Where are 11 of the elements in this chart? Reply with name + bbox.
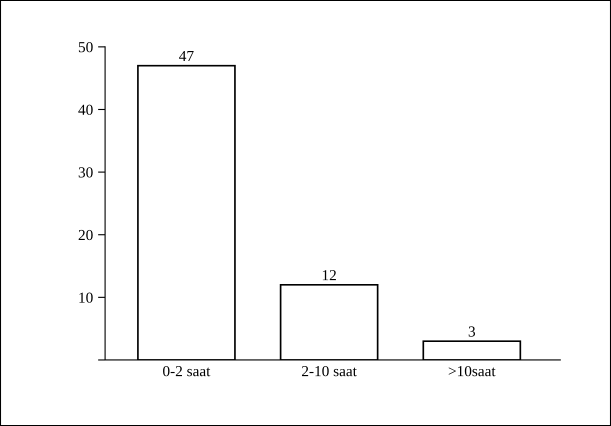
- y-tick-label: 20: [78, 230, 93, 240]
- x-tick-label: 2-10 saat: [302, 366, 357, 376]
- y-tick-label: 40: [78, 104, 93, 115]
- x-tick-label: >10saat: [448, 366, 496, 376]
- y-tick-label: 30: [78, 167, 93, 178]
- y-tick-label: 10: [79, 292, 93, 303]
- data-label: 47: [179, 50, 194, 62]
- x-tick-label: 0-2 saat: [163, 366, 210, 376]
- data-label: 3: [468, 326, 476, 337]
- data-label: 12: [322, 270, 336, 280]
- y-tick-label: 50: [78, 42, 93, 52]
